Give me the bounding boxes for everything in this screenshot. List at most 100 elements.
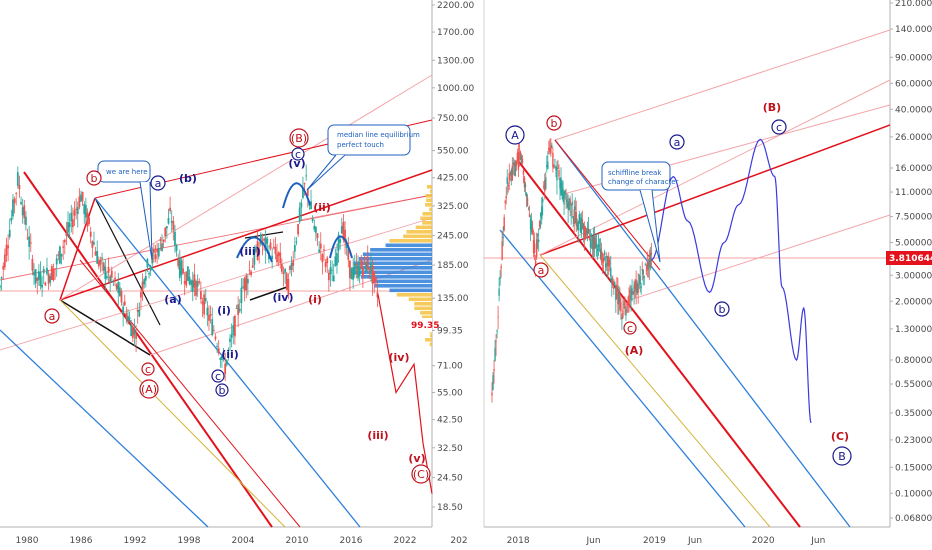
volume-profile-bar xyxy=(421,315,432,320)
left-candle-body xyxy=(365,262,368,272)
right-candle-body xyxy=(611,278,613,284)
left-candle-body xyxy=(295,241,298,243)
right-candle-body xyxy=(552,152,554,168)
left-candle-body xyxy=(122,306,125,314)
right-candle-body xyxy=(503,217,505,231)
left-candle-body xyxy=(175,244,178,251)
right-ytick-label: 140.000000 xyxy=(895,25,932,35)
wave-label: (B) xyxy=(763,101,781,114)
left-candle-body xyxy=(42,268,45,273)
right-last-price-tag: 3.810644 xyxy=(889,254,932,264)
wave-label-circle xyxy=(215,383,229,397)
left-candle-body xyxy=(118,287,121,296)
volume-profile xyxy=(352,185,432,347)
right-candle-body xyxy=(625,308,627,316)
right-candle-body xyxy=(500,266,502,269)
left-xtick-label: 2022 xyxy=(394,536,417,546)
left-candle-body xyxy=(57,254,60,256)
right-candle-body xyxy=(493,369,495,372)
right-candle-body xyxy=(509,173,511,175)
wave-label-circle xyxy=(832,446,852,466)
right-candle-body xyxy=(592,235,595,250)
left-candle-body xyxy=(208,315,210,321)
left-candle-body xyxy=(366,256,369,269)
left-candle-body xyxy=(363,257,366,260)
left-candle-body xyxy=(251,265,254,268)
right-candle-body xyxy=(515,161,518,167)
left-candle-body xyxy=(12,199,14,217)
left-last-price-tag: 99.35 xyxy=(411,321,439,331)
volume-profile-bar xyxy=(370,248,432,252)
left-candle-body xyxy=(97,260,100,267)
left-candle-body xyxy=(344,229,346,243)
left-candle-body xyxy=(259,234,262,245)
right-ytick-label: 210.000000 xyxy=(895,0,932,9)
wave-label-circle xyxy=(546,115,562,131)
volume-profile-bar xyxy=(389,288,432,293)
left-candle-body xyxy=(195,280,197,296)
right-candle-body xyxy=(627,303,629,305)
left-candle-body xyxy=(16,172,19,186)
right-ytick-label: 90.000000 xyxy=(895,53,932,63)
left-candle-body xyxy=(46,267,48,274)
left-candle-body xyxy=(255,247,257,252)
left-candle-body xyxy=(264,237,267,251)
right-candle-body xyxy=(575,211,577,226)
right-candle-body xyxy=(641,269,643,271)
wave-label: b xyxy=(719,303,726,316)
left-candle-body xyxy=(349,260,351,279)
wave-label: (i) xyxy=(217,304,231,317)
right-candle-body xyxy=(520,155,523,164)
left-candle-body xyxy=(188,276,191,285)
left-candle-body xyxy=(336,252,338,266)
left-candle-body xyxy=(274,246,277,254)
wave-label-circle xyxy=(291,147,305,161)
left-candle-body xyxy=(162,239,165,242)
right-candle-body xyxy=(514,161,517,176)
left-candle-body xyxy=(138,309,141,317)
left-candle-body xyxy=(104,266,107,279)
right-candle-body xyxy=(502,237,504,239)
right-candle-body xyxy=(574,206,576,210)
left-candle-body xyxy=(86,212,89,227)
wave-label: c xyxy=(776,121,782,134)
volume-profile-bar xyxy=(420,311,432,315)
right-candle-body xyxy=(586,229,589,236)
right-candle-body xyxy=(630,294,632,300)
right-candle-body xyxy=(564,190,566,195)
right-candle-body xyxy=(581,219,584,229)
left-candle-body xyxy=(185,271,188,286)
left-candle-body xyxy=(311,218,314,222)
right-candle-body xyxy=(534,260,537,266)
left-candle-body xyxy=(128,317,131,319)
left-candle-body xyxy=(49,275,52,283)
left-candle-body xyxy=(256,241,259,260)
wave-label: A xyxy=(511,129,519,142)
left-candle-body xyxy=(170,221,173,223)
volume-profile-bar xyxy=(354,266,432,270)
right-candle-body xyxy=(633,285,635,294)
left-candle-body xyxy=(358,266,361,277)
left-candle-body xyxy=(148,272,150,275)
volume-profile-bar xyxy=(426,198,432,203)
left-candle-body xyxy=(41,284,44,288)
wave-label-circle xyxy=(771,119,787,135)
right-candle-body xyxy=(619,298,621,309)
left-candle-body xyxy=(342,222,345,240)
left-candle-body xyxy=(177,259,180,267)
right-wave-labels: b a c (A) (B) (C) Aa b c B xyxy=(505,101,852,466)
wave-label: (ii) xyxy=(313,201,331,214)
right-candle-body xyxy=(620,302,622,312)
left-candle-body xyxy=(234,315,236,337)
volume-profile-bar xyxy=(425,338,432,342)
volume-profile-bar xyxy=(422,212,432,216)
wave-label: b xyxy=(551,117,558,130)
right-candle-body xyxy=(553,167,555,169)
right-candle-body xyxy=(532,239,535,253)
volume-profile-bar xyxy=(429,207,432,212)
left-ytick-label: 18.50 xyxy=(437,503,463,513)
left-candle-body xyxy=(206,307,209,316)
left-candle-body xyxy=(174,231,176,246)
wave-label: b xyxy=(91,172,98,185)
